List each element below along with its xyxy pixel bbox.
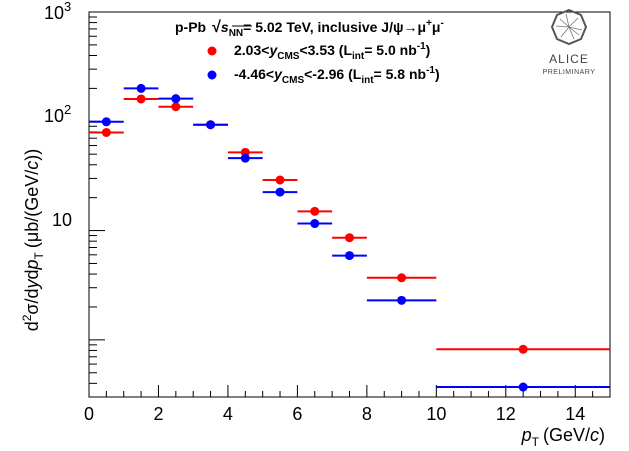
x-axis-title-close: ) xyxy=(599,425,605,445)
data-point xyxy=(275,187,285,197)
legend-plus: + xyxy=(426,18,432,29)
y-axis-title-close: )) xyxy=(22,149,42,161)
y-tick-exponent-2: 2 xyxy=(64,102,71,117)
data-point xyxy=(345,233,354,243)
x-tick-label: 14 xyxy=(565,404,585,424)
legend-minus: - xyxy=(441,18,444,29)
data-point xyxy=(310,219,320,229)
legend-forward-close: ) xyxy=(426,42,431,58)
legend-title: p-Pb √sNN= 5.02 TeV, inclusive J/ψ→μ+μ- xyxy=(175,18,444,39)
legend-sqrt: √ xyxy=(212,19,221,36)
alice-logo-tracks-icon xyxy=(555,13,583,40)
legend: p-Pb √sNN= 5.02 TeV, inclusive J/ψ→μ+μ- 2… xyxy=(175,18,444,86)
data-point xyxy=(310,206,320,216)
alice-logo-name: ALICE xyxy=(549,52,589,66)
legend-backward-exp: -1 xyxy=(426,65,435,76)
y-axis-title-c: c xyxy=(22,161,42,170)
x-axis-title-unit: (GeV/ xyxy=(543,425,590,445)
legend-marker-backward xyxy=(207,70,217,80)
x-axis-title-p: p xyxy=(521,425,532,445)
y-axis-title-unit: (μb/(GeV/ xyxy=(22,170,42,248)
data-point xyxy=(101,127,111,137)
y-axis-title-sigma: σ/d xyxy=(22,288,42,314)
y-axis-title-T: T xyxy=(32,251,46,259)
data-point xyxy=(518,344,528,354)
data-point xyxy=(397,273,407,283)
legend-forward-cms: CMS xyxy=(277,51,300,62)
y-axis-title-2: 2 xyxy=(20,314,34,321)
y-tick-label-100: 102 xyxy=(44,102,71,126)
x-axis-title-c: c xyxy=(590,425,599,445)
legend-system: p-Pb xyxy=(175,19,206,35)
x-tick-label: 4 xyxy=(223,404,233,424)
y-tick-label-1000: 103 xyxy=(44,0,71,23)
data-point xyxy=(136,94,146,104)
legend-forward-pre: 2.03< xyxy=(234,42,269,58)
axis-ticks xyxy=(88,16,611,398)
legend-forward-int: int xyxy=(352,51,365,62)
legend-forward-lumi: = 5.0 nb xyxy=(364,42,417,58)
legend-backward-int: int xyxy=(361,75,374,86)
data-point xyxy=(101,117,111,127)
legend-backward-y: y xyxy=(273,66,283,82)
legend-backward-close: ) xyxy=(435,66,440,82)
y-axis-title-y: y xyxy=(22,278,42,290)
legend-backward-pre: -4.46< xyxy=(234,66,274,82)
x-tick-label: 12 xyxy=(496,404,516,424)
x-tick-label: 6 xyxy=(292,404,302,424)
data-point xyxy=(345,251,354,261)
x-tick-label: 8 xyxy=(362,404,372,424)
legend-mu: μ xyxy=(432,19,441,35)
data-point xyxy=(275,175,285,185)
series-backward xyxy=(89,83,610,392)
data-point xyxy=(136,83,146,93)
y-axis-title: d2σ/dydpT(μb/(GeV/c)) xyxy=(20,149,46,332)
y-tick-base: 10 xyxy=(44,106,64,126)
legend-backward-post: <-2.96 (L xyxy=(304,66,362,82)
legend-backward-lumi: = 5.8 nb xyxy=(374,66,427,82)
y-tick-exponent-3: 3 xyxy=(64,0,71,14)
alice-logo-octagon-icon xyxy=(550,8,588,46)
y-tick-base: 10 xyxy=(44,3,64,23)
x-tick-label: 10 xyxy=(426,404,446,424)
legend-energy: = 5.02 TeV, inclusive J/ψ→μ xyxy=(243,19,426,35)
y-axis-title-p: p xyxy=(22,259,42,270)
x-axis-title-sub: T xyxy=(532,435,540,449)
data-point xyxy=(171,102,181,112)
y-tick-label-10: 10 xyxy=(52,210,72,230)
legend-forward-exp: -1 xyxy=(417,41,426,52)
legend-label-backward: -4.46<yCMS<-2.96 (Lint= 5.8 nb-1) xyxy=(234,65,440,86)
legend-backward-cms: CMS xyxy=(282,75,305,86)
legend-forward-post: <3.53 (L xyxy=(299,42,352,58)
legend-marker-forward xyxy=(207,46,217,56)
data-point xyxy=(206,120,216,130)
legend-nn: NN xyxy=(229,28,243,39)
x-axis-title: pT (GeV/c) xyxy=(521,425,605,449)
legend-s: s xyxy=(221,19,229,35)
y-axis-title-d: d xyxy=(22,321,42,331)
legend-forward-y: y xyxy=(268,42,278,58)
data-point xyxy=(397,295,407,305)
y-tick-labels: 10 102 103 xyxy=(44,0,72,230)
x-tick-labels: 0 2 4 6 8 10 12 14 xyxy=(84,404,585,424)
data-point xyxy=(518,382,528,392)
data-point xyxy=(171,94,181,104)
alice-logo-status: PRELIMINARY xyxy=(543,69,596,76)
x-tick-label: 2 xyxy=(153,404,163,424)
y-axis-title-dp: d xyxy=(22,269,42,279)
legend-label-forward: 2.03<yCMS<3.53 (Lint= 5.0 nb-1) xyxy=(234,41,430,62)
alice-logo: ALICE PRELIMINARY xyxy=(543,8,596,76)
x-tick-label: 0 xyxy=(84,404,94,424)
data-point xyxy=(240,153,250,163)
